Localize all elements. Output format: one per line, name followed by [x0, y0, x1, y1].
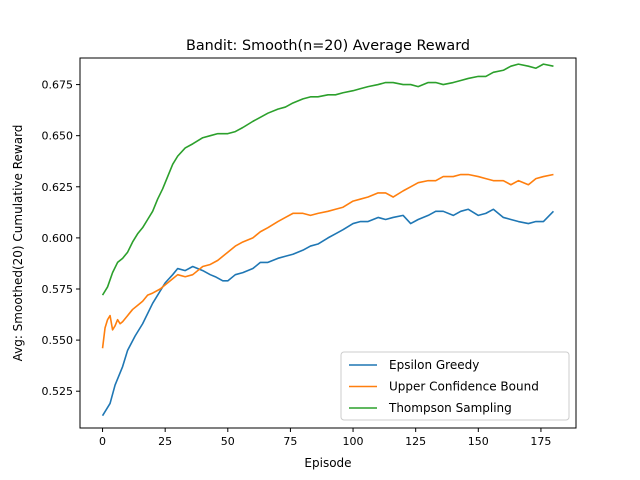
legend-label-1: Upper Confidence Bound	[389, 380, 539, 394]
y-tick-label: 0.575	[42, 283, 74, 296]
series-lines	[101, 63, 555, 417]
series-line-1	[101, 173, 554, 349]
axes-frame	[79, 57, 577, 429]
x-tick-label: 150	[468, 435, 489, 448]
series-line-2	[101, 63, 554, 296]
y-tick-label: 0.600	[42, 232, 74, 245]
legend-label-2: Thompson Sampling	[388, 401, 512, 415]
x-tick-label: 175	[530, 435, 551, 448]
y-tick-label: 0.525	[42, 385, 74, 398]
x-tick-label: 25	[158, 435, 172, 448]
series-line-0	[101, 208, 555, 417]
legend-frame	[340, 351, 570, 421]
y-tick-label: 0.550	[42, 334, 74, 347]
x-tick-label: 0	[99, 435, 106, 448]
y-ticks: 0.525 0.550 0.575 0.600 0.625 0.650 0.675	[42, 79, 80, 398]
x-tick-label: 75	[283, 435, 297, 448]
x-tick-label: 125	[405, 435, 426, 448]
legend-label-0: Epsilon Greedy	[389, 358, 479, 372]
y-axis-label: Avg: Smoothed(20) Cumulative Reward	[11, 125, 25, 362]
x-tick-label: 50	[221, 435, 235, 448]
y-tick-label: 0.650	[42, 130, 74, 143]
x-tick-label: 100	[343, 435, 364, 448]
x-ticks: 0 25 50 75 100 125 150 175	[99, 428, 551, 448]
x-axis-label: Episode	[304, 456, 351, 470]
y-tick-label: 0.675	[42, 79, 74, 92]
legend: Epsilon Greedy Upper Confidence Bound Thom…	[340, 351, 570, 421]
chart-title: Bandit: Smooth(n=20) Average Reward	[186, 38, 470, 54]
y-tick-label: 0.625	[42, 181, 74, 194]
